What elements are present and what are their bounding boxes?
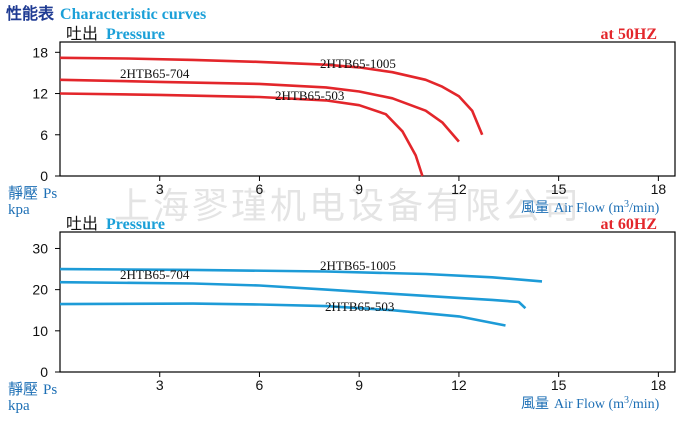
- plot-frame: [59, 231, 676, 373]
- x-tick-label: 9: [355, 181, 363, 197]
- x-tick-label: 9: [355, 377, 363, 393]
- curve-label: 2HTB65-1005: [320, 56, 396, 71]
- curve: [59, 302, 506, 327]
- pressure-label: 吐出 Pressure: [66, 25, 165, 43]
- y-tick-label: 18: [32, 44, 48, 60]
- x-tick-label: 18: [651, 377, 667, 393]
- pressure-en: Pressure: [106, 26, 165, 43]
- curve: [59, 267, 543, 283]
- title-zh: 性能表: [6, 4, 55, 23]
- curve-label: 2HTB65-704: [120, 267, 190, 282]
- y-axis-label: 靜壓 Ps: [8, 185, 57, 202]
- title-en: Characteristic curves: [60, 6, 206, 23]
- x-label-sup: 3: [624, 395, 629, 406]
- y-label-zh: 靜壓: [8, 381, 38, 398]
- x-axis-label: 風量 Air Flow (m3/min): [521, 395, 660, 412]
- x-label-zh: 風量: [521, 200, 549, 216]
- curve-label: 2HTB65-503: [275, 88, 344, 103]
- y-axis-unit: kpa: [8, 398, 30, 414]
- curve: [59, 78, 460, 143]
- x-tick-label: 15: [551, 377, 567, 393]
- y-tick-label: 12: [32, 86, 48, 102]
- x-tick-label: 12: [451, 181, 467, 197]
- x-label-sup: 3: [624, 199, 629, 210]
- frequency-label: at 50HZ: [601, 26, 657, 43]
- y-label-zh: 靜壓: [8, 185, 38, 202]
- x-tick-label: 6: [256, 181, 264, 197]
- curve: [59, 56, 484, 136]
- x-tick-label: 15: [551, 181, 567, 197]
- frequency-label: at 60HZ: [601, 216, 657, 233]
- pressure-en: Pressure: [106, 216, 165, 233]
- watermark: 上海翏瑾机电设备有限公司: [114, 186, 582, 226]
- x-label-zh: 風量: [521, 396, 549, 412]
- curve: [59, 92, 424, 177]
- x-tick-label: 3: [156, 181, 164, 197]
- pressure-zh: 吐出: [66, 215, 98, 233]
- page-title: 性能表 Characteristic curves: [6, 4, 206, 23]
- y-tick-label: 6: [40, 127, 48, 143]
- x-tick-label: 6: [256, 377, 264, 393]
- y-tick-label: 0: [40, 168, 48, 184]
- y-axis-label: 靜壓 Ps: [8, 381, 57, 398]
- x-label-en: Air Flow (m: [554, 397, 624, 412]
- y-tick-label: 20: [32, 282, 48, 298]
- pressure-zh: 吐出: [66, 25, 98, 43]
- x-label-end: /min): [629, 397, 660, 412]
- x-label-en: Air Flow (m: [554, 201, 624, 216]
- x-axis-label: 風量 Air Flow (m3/min): [521, 199, 660, 216]
- y-tick-label: 0: [40, 364, 48, 380]
- y-label-en: Ps: [43, 382, 57, 398]
- curve-label: 2HTB65-1005: [320, 258, 396, 273]
- x-label-end: /min): [629, 201, 660, 216]
- plot-frame: [59, 41, 676, 177]
- y-label-en: Ps: [43, 186, 57, 202]
- x-tick-label: 12: [451, 377, 467, 393]
- y-tick-label: 30: [32, 240, 48, 256]
- x-tick-label: 18: [651, 181, 667, 197]
- y-tick-label: 10: [32, 323, 48, 339]
- curve: [59, 280, 527, 310]
- curve-label: 2HTB65-503: [325, 299, 394, 314]
- curve-label: 2HTB65-704: [120, 66, 190, 81]
- y-axis-unit: kpa: [8, 202, 30, 218]
- x-tick-label: 3: [156, 377, 164, 393]
- pressure-label: 吐出 Pressure: [66, 215, 165, 233]
